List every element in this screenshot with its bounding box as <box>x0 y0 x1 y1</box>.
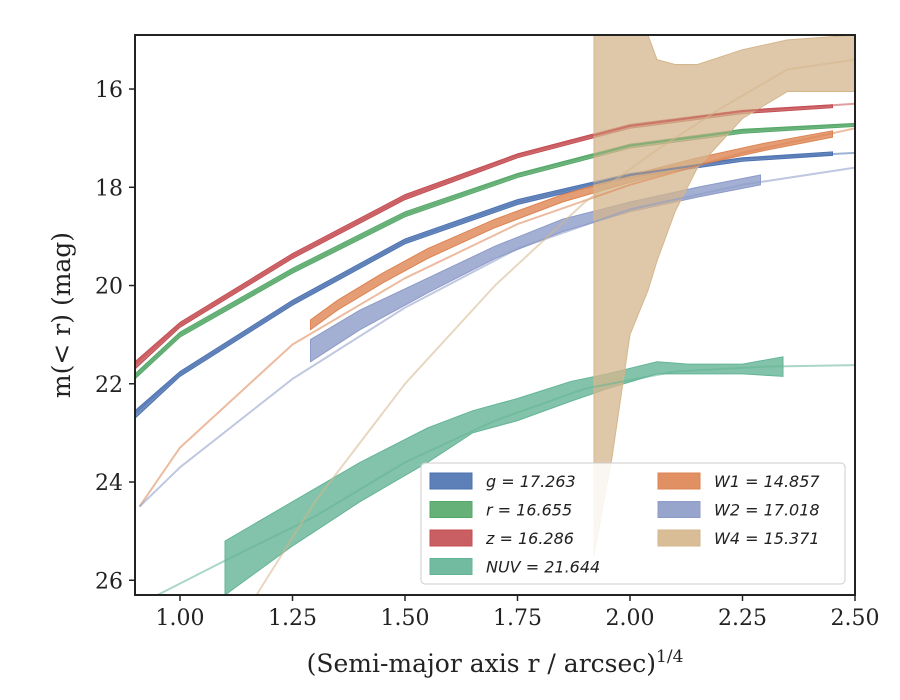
legend-swatch <box>429 472 473 490</box>
x-axis-title-superscript: 1/4 <box>656 647 683 667</box>
y-tick-label: 22 <box>95 373 123 398</box>
band-nuv <box>224 356 784 596</box>
y-tick-label: 26 <box>95 569 123 594</box>
legend-swatch <box>429 558 473 575</box>
model-curve-g <box>134 151 856 414</box>
x-tick-label: 1.50 <box>381 606 430 631</box>
band-z <box>134 104 833 371</box>
legend-label: r = 16.655 <box>486 501 572 520</box>
legend-swatch <box>657 472 701 490</box>
legend-box <box>420 462 846 585</box>
model-curve-w2 <box>138 166 856 508</box>
legend-swatch <box>657 529 701 547</box>
legend-label: W1 = 14.857 <box>714 472 820 491</box>
model-curve-r <box>134 123 856 378</box>
model-curve-nuv <box>157 364 856 596</box>
legend-label: g = 17.263 <box>486 472 576 491</box>
plot-frame <box>134 34 856 596</box>
legend-swatch <box>429 501 473 518</box>
uncertainty-bands <box>134 34 856 596</box>
x-tick-label: 1.75 <box>493 606 542 631</box>
model-curve-w4 <box>255 58 856 596</box>
legend-swatch <box>429 529 473 547</box>
x-tick-label: 2.25 <box>718 606 767 631</box>
y-tick-label: 20 <box>95 275 123 300</box>
x-tick-label: 1.00 <box>156 606 205 631</box>
y-tick-label: 24 <box>95 471 123 496</box>
legend-label: z = 16.286 <box>485 529 574 548</box>
y-tick-label: 16 <box>95 78 123 103</box>
x-axis-ticks: 1.00 1.25 1.50 1.75 2.00 2.25 2.50 <box>156 595 880 631</box>
y-axis-ticks: 16 18 20 22 24 26 <box>95 78 135 594</box>
model-curve-w1 <box>138 127 856 508</box>
legend-swatch <box>657 501 701 518</box>
legend: g = 17.263 r = 16.655 z = 16.286 NUV = 21.6… <box>420 462 846 585</box>
band-g <box>134 151 833 420</box>
x-axis-title: (Semi-major axis r / arcsec)1/4 <box>307 647 684 678</box>
model-curves <box>134 58 856 596</box>
legend-label: W2 = 17.018 <box>714 501 820 520</box>
legend-label: NUV = 21.644 <box>486 558 600 577</box>
y-axis-title: m(< r) (mag) <box>47 232 76 398</box>
band-w1 <box>310 130 833 331</box>
x-tick-label: 2.50 <box>831 606 880 631</box>
model-curve-z <box>134 102 856 365</box>
x-tick-label: 2.00 <box>606 606 655 631</box>
legend-label: W4 = 15.371 <box>714 529 820 548</box>
x-axis-title-main: (Semi-major axis r / arcsec) <box>307 649 656 678</box>
band-w2 <box>310 174 761 363</box>
x-tick-label: 1.25 <box>268 606 317 631</box>
y-tick-label: 18 <box>95 176 123 201</box>
